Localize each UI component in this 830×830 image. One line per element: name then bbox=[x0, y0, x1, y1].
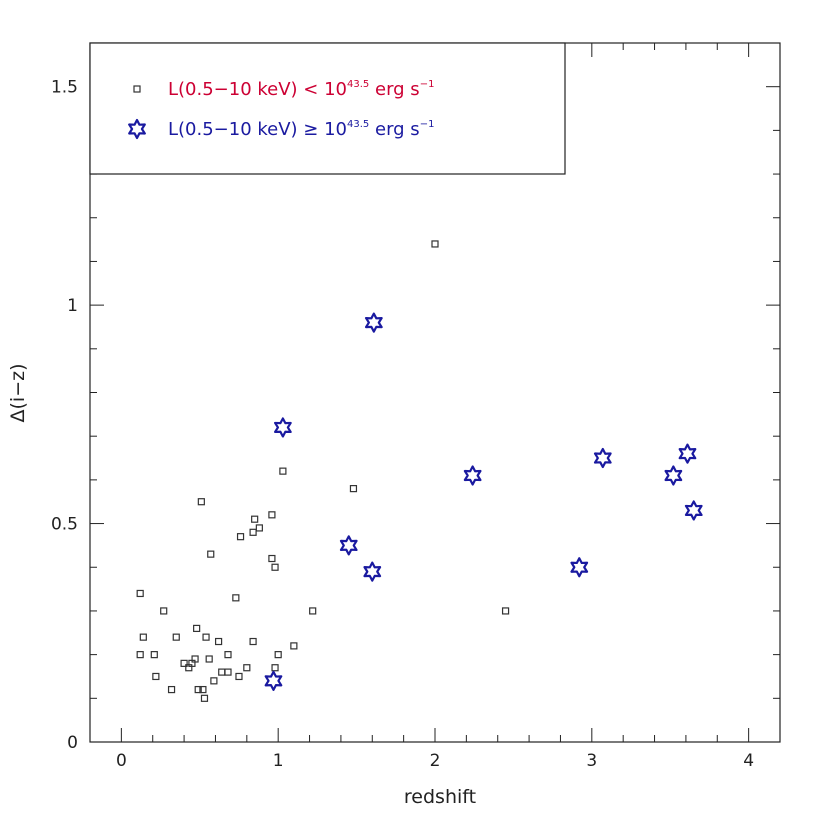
square-point bbox=[136, 589, 144, 598]
y-tick-label: 1.5 bbox=[51, 78, 78, 98]
star-point bbox=[264, 670, 283, 691]
square-point bbox=[172, 633, 180, 641]
y-tick-label: 0.5 bbox=[51, 515, 78, 535]
square-point bbox=[274, 651, 282, 659]
square-point bbox=[349, 485, 358, 493]
legend-star-marker bbox=[128, 118, 146, 140]
y-tick-label: 0 bbox=[67, 733, 78, 753]
square-point bbox=[235, 672, 243, 681]
square-point bbox=[200, 694, 209, 702]
square-point bbox=[501, 607, 510, 615]
legend-square-marker bbox=[133, 85, 141, 93]
square-point bbox=[191, 655, 199, 663]
square-point bbox=[202, 633, 210, 641]
square-point bbox=[152, 672, 160, 681]
square-point bbox=[431, 240, 439, 248]
square-point bbox=[205, 655, 213, 663]
x-tick-label: 3 bbox=[586, 751, 597, 771]
square-point bbox=[207, 550, 215, 558]
square-point bbox=[224, 668, 232, 676]
square-point bbox=[236, 533, 245, 541]
square-point bbox=[268, 511, 276, 519]
legend-star-symbol bbox=[128, 118, 146, 140]
x-tick-label: 4 bbox=[743, 751, 754, 771]
square-point bbox=[194, 685, 202, 694]
square-point bbox=[255, 524, 263, 532]
square-point bbox=[167, 685, 176, 694]
square-point bbox=[268, 554, 276, 563]
square-point bbox=[139, 633, 147, 641]
x-axis-title: redshift bbox=[404, 786, 476, 808]
square-point bbox=[243, 664, 251, 672]
square-point bbox=[210, 677, 218, 685]
square-point bbox=[249, 528, 257, 536]
square-point bbox=[232, 594, 240, 602]
star-point bbox=[593, 447, 612, 469]
square-point bbox=[251, 515, 259, 523]
legend-entry-high-luminosity: L(0.5−10 keV) ≥ 1043.5 erg s−1 bbox=[168, 119, 434, 140]
square-point bbox=[271, 563, 279, 571]
star-point bbox=[339, 535, 358, 556]
square-point bbox=[136, 651, 144, 659]
square-point bbox=[279, 467, 287, 475]
x-tick-label: 0 bbox=[116, 751, 127, 771]
data-points bbox=[136, 240, 703, 702]
square-point bbox=[271, 664, 279, 672]
star-point bbox=[364, 312, 383, 333]
square-point bbox=[150, 651, 158, 659]
star-point bbox=[273, 417, 292, 438]
square-point bbox=[193, 624, 201, 633]
square-point bbox=[199, 685, 207, 694]
legend: L(0.5−10 keV) < 1043.5 erg s−1 L(0.5−10 … bbox=[89, 42, 566, 175]
y-axis-title: Δ(i−z) bbox=[7, 364, 29, 423]
square-point bbox=[214, 637, 223, 646]
legend-box bbox=[89, 42, 566, 175]
x-tick-label: 2 bbox=[430, 751, 441, 771]
star-point bbox=[678, 443, 697, 464]
star-point bbox=[463, 465, 482, 486]
square-point bbox=[290, 642, 298, 650]
star-point bbox=[570, 557, 589, 578]
square-point bbox=[224, 651, 232, 659]
star-point bbox=[363, 561, 382, 582]
square-point bbox=[249, 637, 257, 646]
y-tick-label: 1 bbox=[67, 296, 78, 316]
square-point bbox=[197, 498, 205, 506]
square-point bbox=[218, 668, 226, 676]
square-point bbox=[180, 659, 188, 667]
x-tick-label: 1 bbox=[273, 751, 284, 771]
square-point bbox=[309, 607, 317, 615]
square-point bbox=[160, 607, 168, 615]
legend-square-symbol bbox=[133, 85, 141, 93]
star-point bbox=[664, 465, 683, 486]
legend-entry-low-luminosity: L(0.5−10 keV) < 1043.5 erg s−1 bbox=[168, 79, 434, 100]
star-point bbox=[684, 500, 703, 521]
